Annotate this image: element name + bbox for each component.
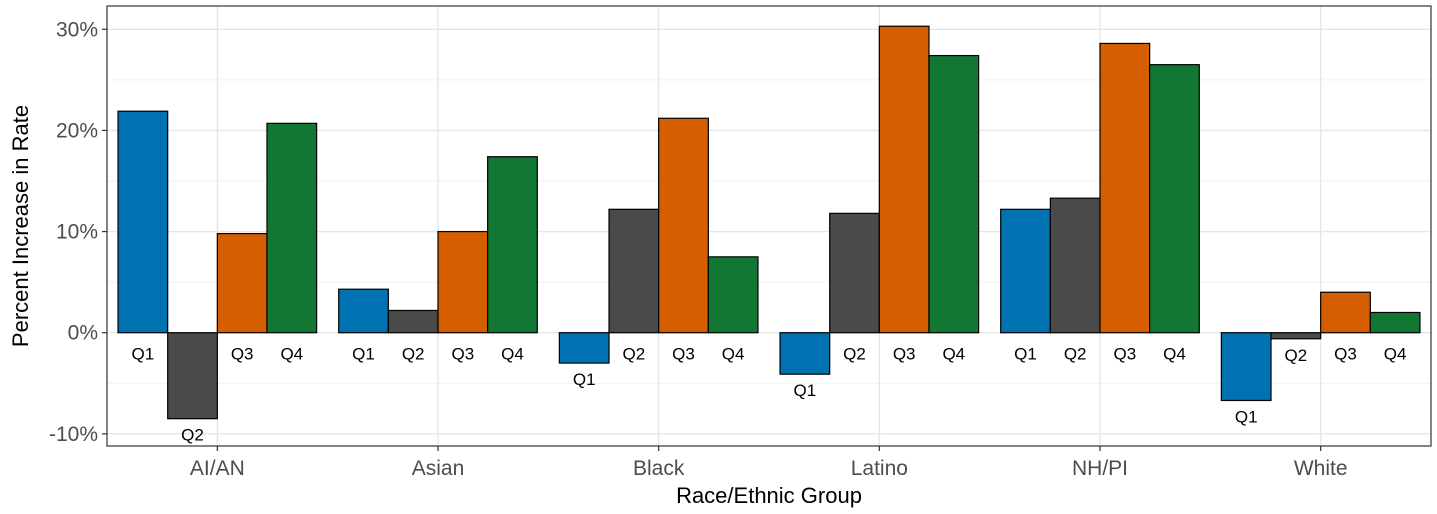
bar-q2-ai-an [167,332,218,420]
bar-q4-nh-pi [1149,64,1200,334]
bar-q3-black [658,117,709,334]
x-tick-label: Latino [851,457,908,480]
bar-label: Q4 [280,345,303,364]
x-tick-label: AI/AN [190,457,245,480]
bar-q3-latino [878,25,930,334]
bar-q4-white [1369,311,1421,334]
plot-border [106,5,1432,447]
bars [117,25,1421,420]
bar-q1-latino [779,332,831,375]
bar-q2-black [608,208,660,334]
bar-label: Q3 [1113,345,1136,364]
bar-label: Q2 [622,345,645,364]
bar-label: Q2 [402,345,425,364]
bar-q1-asian [338,288,389,334]
bar-label: Q1 [1014,345,1037,364]
y-tick-label: 10% [56,221,98,244]
bar-q1-ai-an [117,110,169,334]
x-axis-title: Race/Ethnic Group [676,483,862,508]
bar-label: Q3 [231,345,254,364]
y-tick-label: -10% [49,423,98,446]
bar-label: Q4 [942,345,965,364]
bar-label: Q2 [1284,346,1307,365]
y-axis: -10% 0% 10% 20% 30% [49,18,107,446]
bar-label: Q1 [352,345,375,364]
x-axis: AI/AN Asian Black Latino NH/PI White [190,446,1348,480]
bar-label: Q1 [1235,407,1258,426]
bar-q2-nh-pi [1049,197,1101,334]
bar-q4-latino [928,54,980,334]
bar-q1-white [1220,332,1272,402]
bar-q3-white [1320,291,1371,334]
bar-q3-ai-an [216,232,268,334]
x-tick-label: Asian [412,457,465,480]
bar-label: Q1 [573,370,596,389]
x-tick-label: White [1294,457,1348,480]
y-tick-label: 0% [68,322,98,345]
bar-label: Q2 [181,426,204,445]
bar-q1-nh-pi [1000,208,1051,334]
bar-label: Q3 [451,345,474,364]
bar-q3-asian [437,230,489,334]
bar-q4-asian [487,156,538,334]
bar-label: Q4 [1163,345,1186,364]
bar-q2-latino [829,212,880,334]
bar-label: Q2 [843,345,866,364]
bar-label: Q2 [1064,345,1087,364]
x-tick-label: Black [633,457,685,480]
bar-q1-black [558,332,610,364]
gridlines [107,6,1431,446]
bar-q3-nh-pi [1099,42,1151,334]
bar-labels: Q1 Q2 Q3 Q4 Q1 Q2 Q3 Q4 Q1 Q2 Q3 Q4 Q1 Q2 Q3 Q4 Q1 Q2 Q3 Q4… [132,345,1407,445]
x-tick-label: NH/PI [1072,457,1128,480]
bar-label: Q3 [672,345,695,364]
bar-q4-black [707,256,759,334]
y-tick-label: 30% [56,18,98,41]
y-axis-title: Percent Increase in Rate [8,105,33,347]
bar-label: Q3 [1334,345,1357,364]
y-tick-label: 20% [56,119,98,142]
bar-q4-ai-an [266,122,318,334]
bar-label: Q3 [893,345,916,364]
bar-label: Q4 [1384,345,1407,364]
bar-label: Q4 [722,345,745,364]
bar-q2-asian [387,309,439,334]
bar-label: Q1 [132,345,155,364]
plot-panel [107,6,1431,446]
bar-label: Q1 [794,381,817,400]
bar-q2-white [1270,332,1322,340]
bar-label: Q4 [501,345,524,364]
